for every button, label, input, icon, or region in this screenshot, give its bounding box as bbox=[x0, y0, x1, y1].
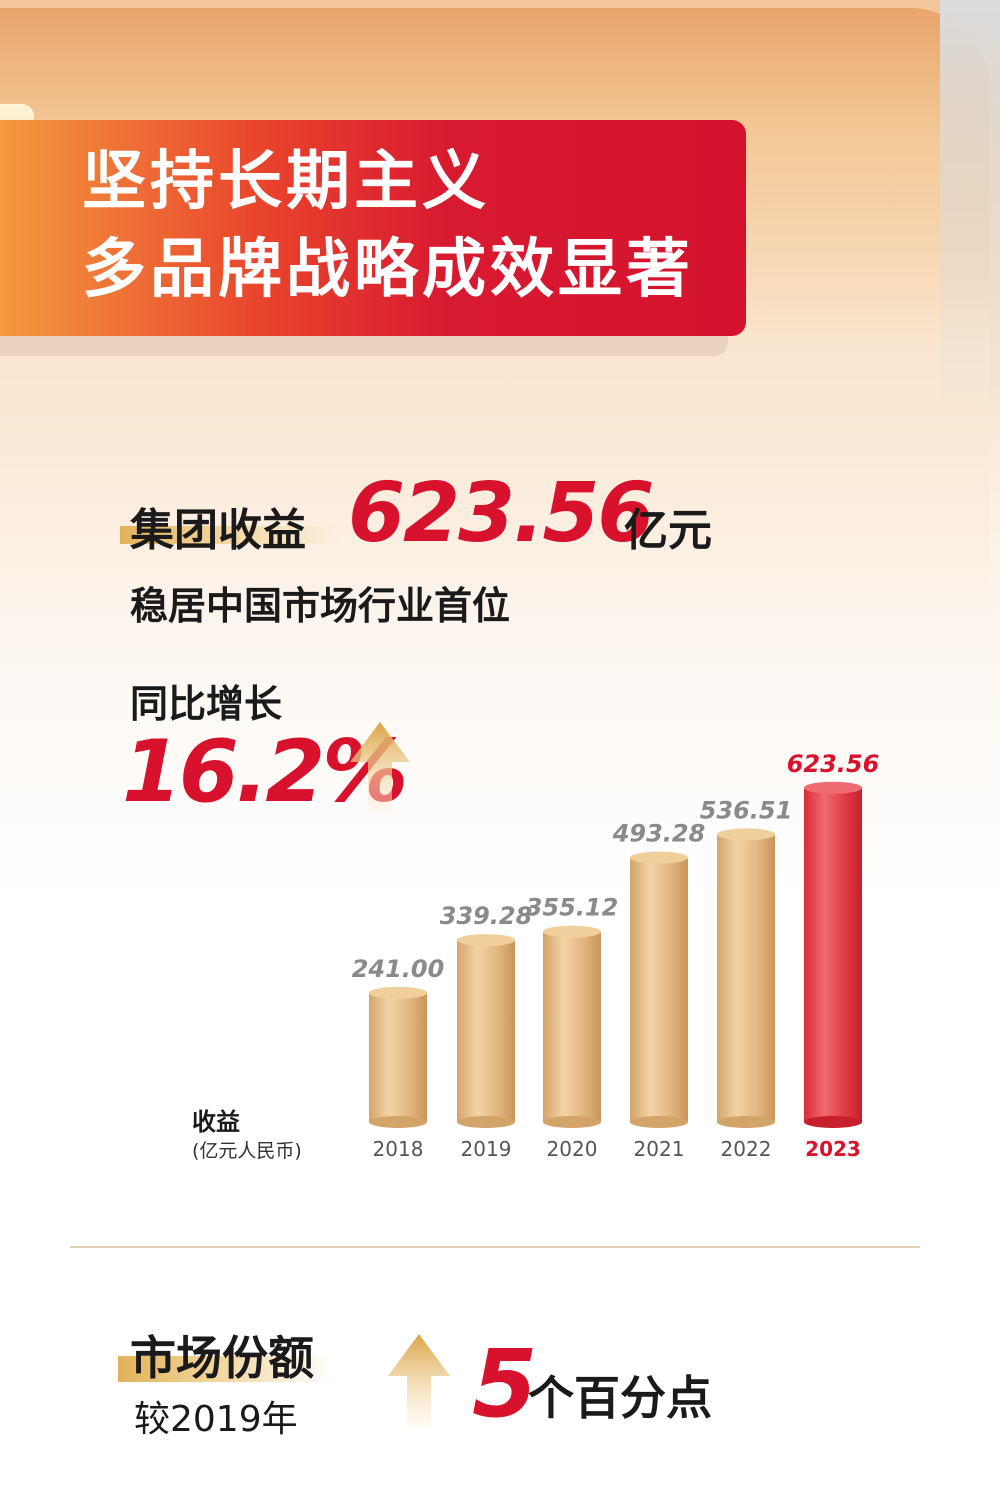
rank-text: 稳居中国市场行业首位 bbox=[130, 584, 511, 628]
bar-2019: 339.28 2019 bbox=[440, 902, 533, 1161]
bar-base bbox=[543, 1116, 601, 1128]
value-label-2023: 623.56 bbox=[787, 750, 880, 778]
bar-base bbox=[457, 1116, 515, 1128]
bar-2020: 355.12 2020 bbox=[526, 894, 619, 1161]
bar-2023: 623.56 2023 bbox=[787, 750, 880, 1161]
value-label-2019: 339.28 bbox=[440, 902, 533, 930]
banner-title-line2: 多品牌战略成效显著 bbox=[82, 233, 694, 307]
bar-body bbox=[804, 787, 862, 1122]
x-tick-2022: 2022 bbox=[721, 1137, 772, 1161]
value-label-2018: 241.00 bbox=[352, 955, 445, 983]
x-tick-2023: 2023 bbox=[805, 1137, 861, 1161]
bar-base bbox=[369, 1116, 427, 1128]
revenue-value: 623.56 bbox=[348, 466, 654, 561]
bar-top bbox=[630, 851, 688, 864]
x-tick-2021: 2021 bbox=[634, 1137, 685, 1161]
bar-top bbox=[369, 986, 427, 999]
bar-2021: 493.28 2021 bbox=[612, 820, 706, 1161]
revenue-unit: 亿元 bbox=[624, 505, 712, 556]
bar-body bbox=[369, 992, 427, 1122]
bar-top bbox=[717, 828, 775, 841]
x-tick-2018: 2018 bbox=[373, 1137, 424, 1161]
x-tick-2020: 2020 bbox=[547, 1137, 598, 1161]
growth-label: 同比增长 bbox=[130, 682, 283, 726]
growth-value: 16.2% bbox=[122, 722, 408, 822]
up-arrow-icon bbox=[350, 722, 410, 812]
bar-2018: 241.00 2018 bbox=[352, 955, 445, 1161]
value-label-2020: 355.12 bbox=[526, 894, 619, 922]
x-tick-2019: 2019 bbox=[461, 1137, 512, 1161]
chart-y-unit: (亿元人民币) bbox=[192, 1140, 302, 1162]
bar-top bbox=[457, 934, 515, 947]
bar-body bbox=[630, 857, 688, 1122]
value-label-2022: 536.51 bbox=[700, 796, 793, 824]
banner-title-line1: 坚持长期主义 bbox=[82, 145, 490, 219]
bar-base bbox=[804, 1116, 862, 1128]
market-share-label: 市场份额 bbox=[130, 1331, 314, 1385]
title-banner bbox=[0, 120, 746, 336]
bar-base bbox=[630, 1116, 688, 1128]
bar-top bbox=[804, 781, 862, 794]
market-share-number: 5 bbox=[472, 1330, 538, 1439]
market-share-unit: 个百分点 bbox=[528, 1371, 712, 1425]
revenue-label: 集团收益 bbox=[130, 505, 306, 556]
bar-body bbox=[717, 834, 775, 1122]
section-divider bbox=[70, 1246, 920, 1248]
bar-body bbox=[543, 931, 601, 1122]
revenue-label-underline bbox=[120, 526, 340, 544]
value-label-2021: 493.28 bbox=[612, 820, 706, 848]
market-share-up-arrow-icon bbox=[388, 1334, 450, 1426]
chart-y-label: 收益 bbox=[192, 1108, 240, 1136]
market-share-underline bbox=[118, 1356, 332, 1382]
bar-2022: 536.51 2022 bbox=[700, 796, 793, 1161]
bar-body bbox=[457, 940, 515, 1122]
bar-top bbox=[543, 925, 601, 938]
header-edge bbox=[940, 0, 1000, 420]
bar-base bbox=[717, 1116, 775, 1128]
market-share-sub: 较2019年 bbox=[134, 1399, 298, 1440]
